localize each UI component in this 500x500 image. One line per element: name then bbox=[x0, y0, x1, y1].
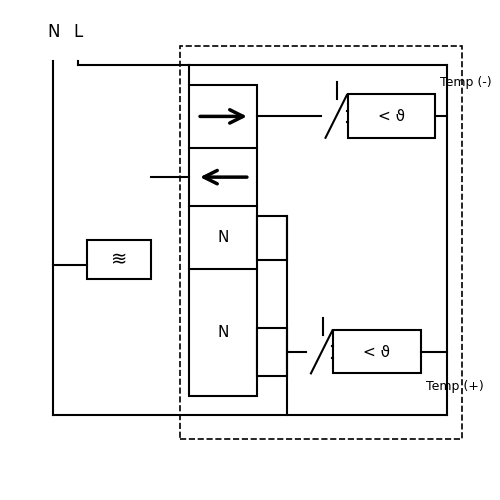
Text: Temp (+): Temp (+) bbox=[426, 380, 484, 392]
Text: N: N bbox=[218, 230, 229, 246]
Text: < ϑ: < ϑ bbox=[378, 109, 405, 124]
Bar bbox=[348, 94, 436, 138]
Bar bbox=[334, 330, 420, 374]
Text: < ϑ: < ϑ bbox=[364, 344, 390, 360]
Bar bbox=[258, 216, 286, 260]
Text: L: L bbox=[73, 23, 83, 41]
Bar bbox=[88, 240, 150, 279]
Bar bbox=[180, 46, 462, 440]
Bar bbox=[258, 328, 286, 376]
Text: ≋: ≋ bbox=[111, 250, 127, 269]
Text: Temp (-): Temp (-) bbox=[440, 76, 492, 89]
Text: N: N bbox=[218, 325, 229, 340]
Bar bbox=[190, 85, 258, 396]
Text: N: N bbox=[47, 23, 60, 41]
